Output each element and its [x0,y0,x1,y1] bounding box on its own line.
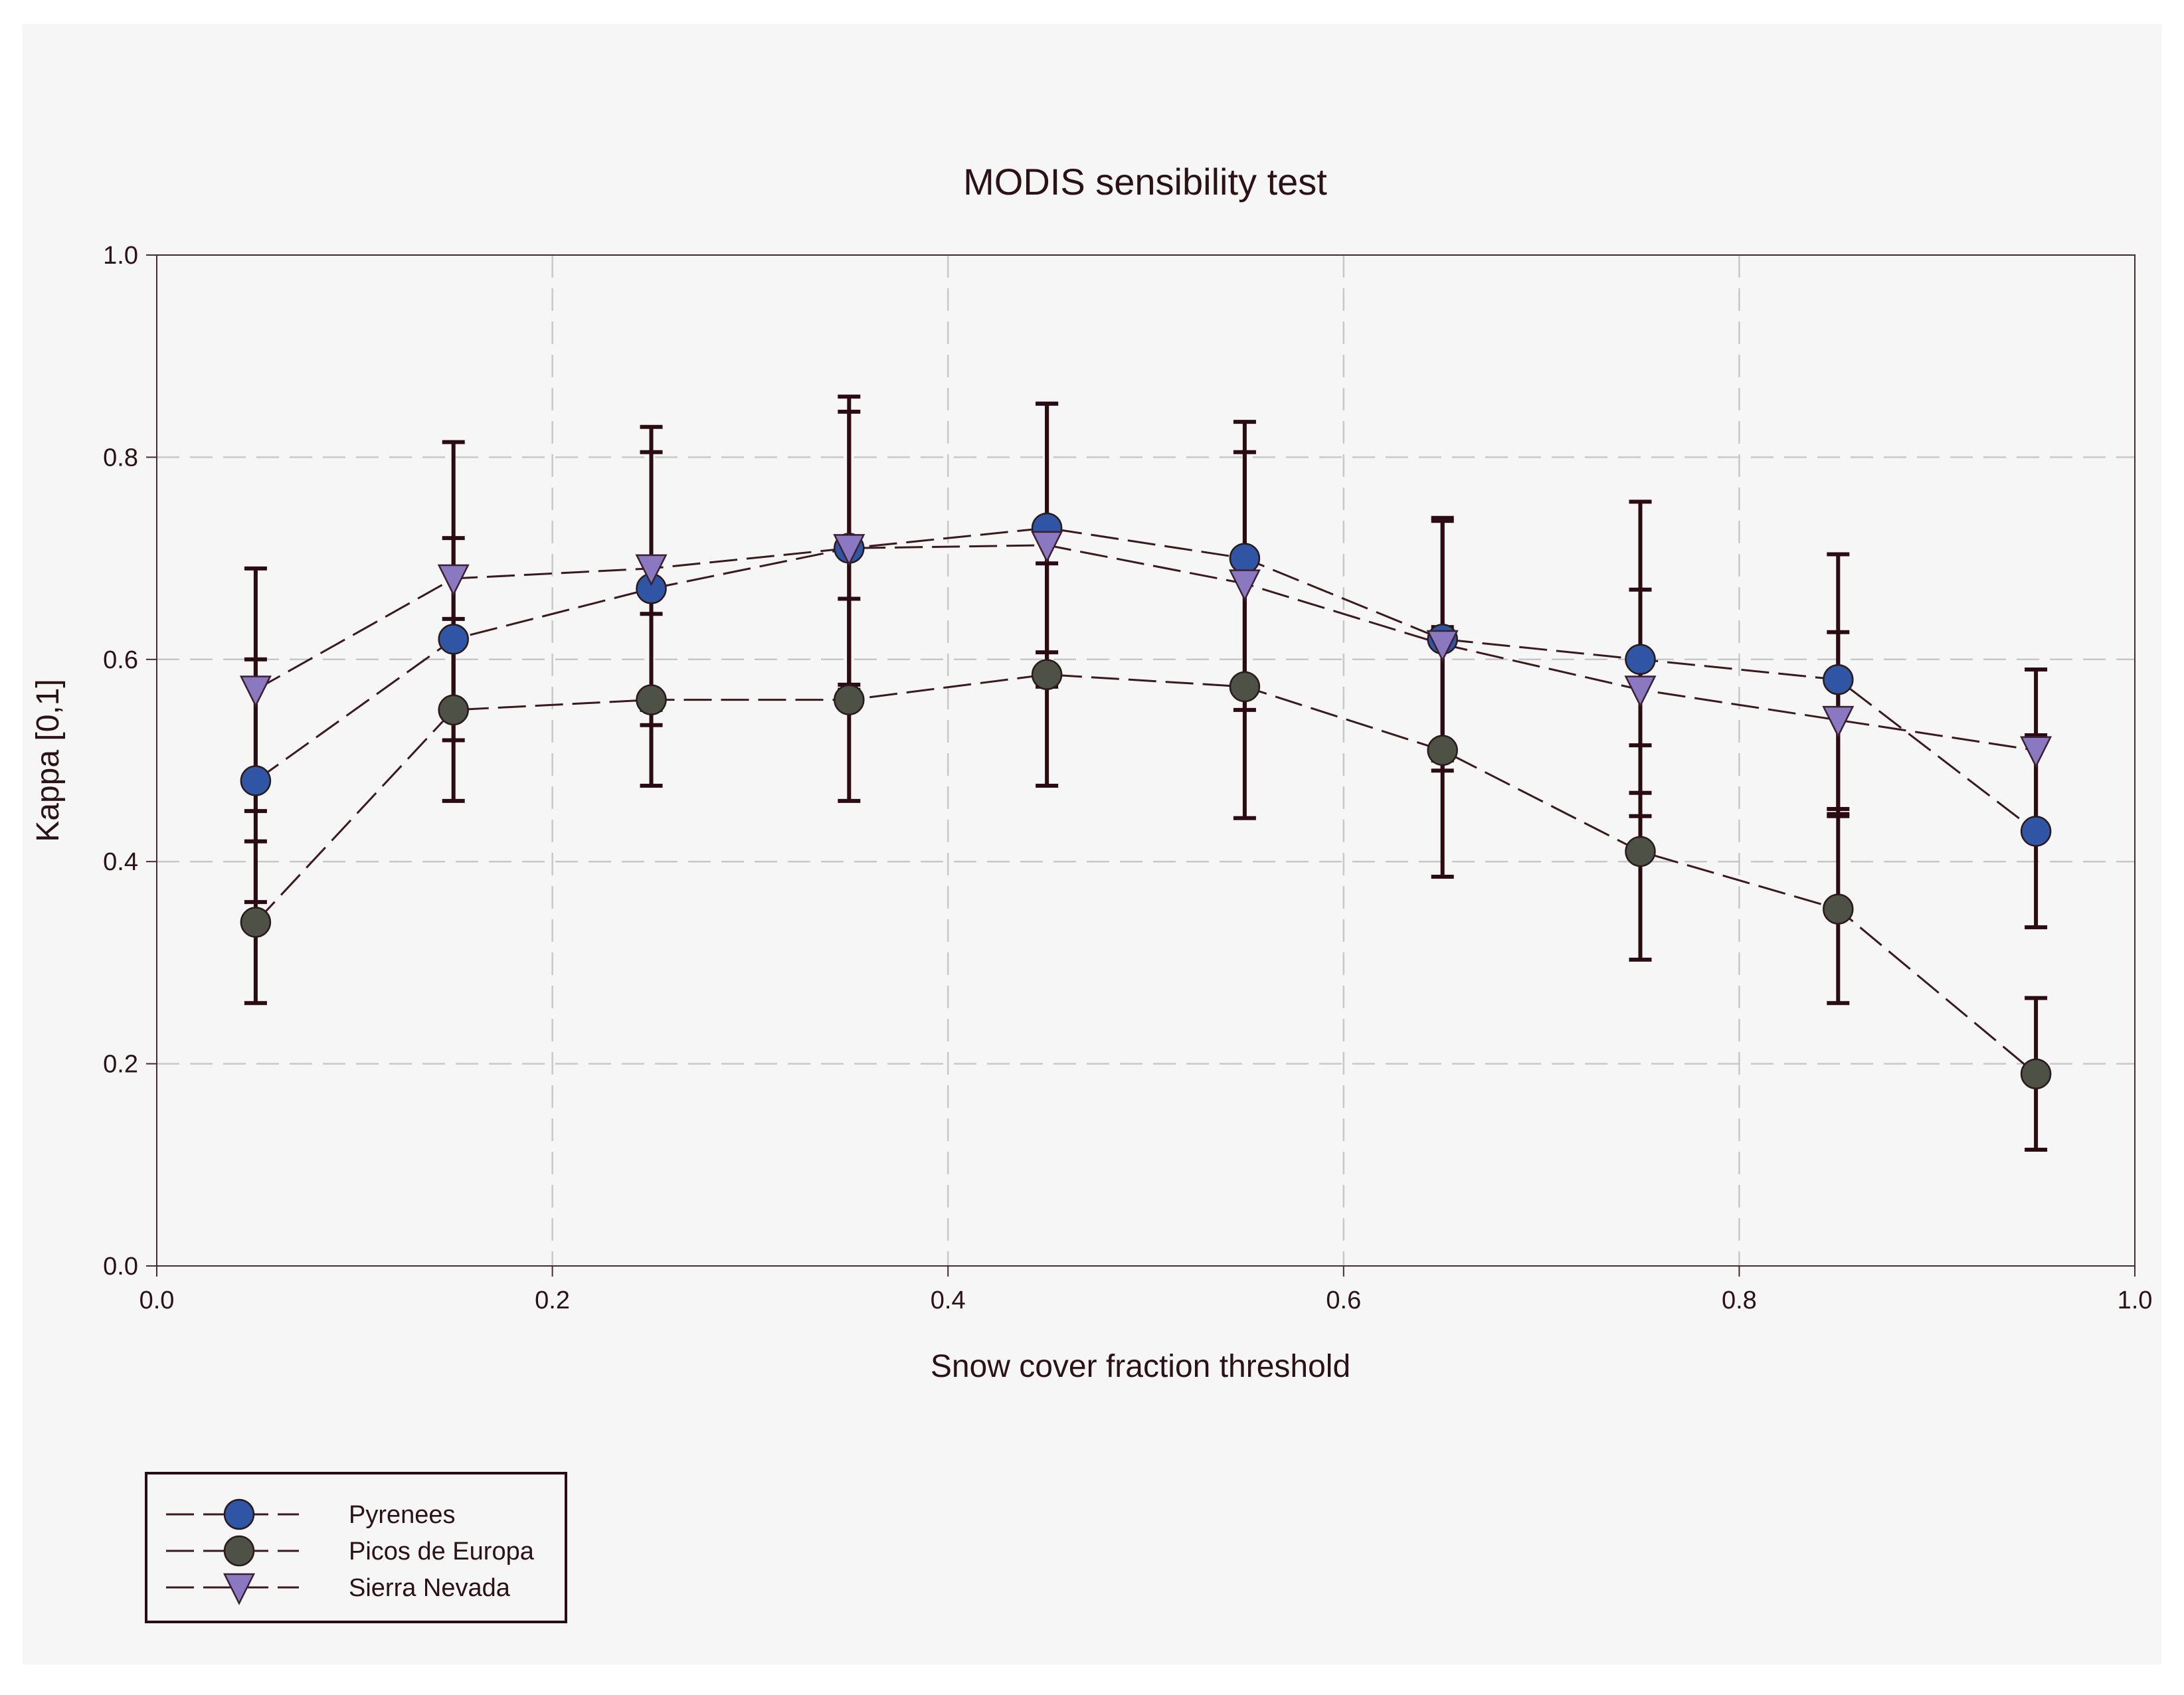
data-point-sierra-nevada [2020,736,2052,768]
legend-marker-pyrenees [223,1498,255,1530]
data-markers [239,512,2052,1090]
data-point-pyrenees [1823,664,1854,695]
x-tick-label: 0.4 [931,1287,966,1314]
legend-label-picos-de-europa: Picos de Europa [349,1538,535,1565]
data-point-sierra-nevada [833,534,865,567]
data-point-picos-de-europa [2020,1058,2052,1090]
data-point-pyrenees [1229,543,1261,574]
series-line-picos-de-europa [254,673,2037,1075]
x-tick-label: 0.8 [1722,1287,1757,1314]
y-tick-label: 0.0 [103,1253,138,1281]
data-point-sierra-nevada [1822,705,1855,738]
series-line-pyrenees [255,527,2037,832]
figure-background [23,24,2161,1664]
legend-marker-picos-de-europa [223,1535,255,1567]
y-axis-label: Kappa [0,1] [31,679,66,842]
y-tick-label: 0.6 [103,646,138,674]
data-point-picos-de-europa [1823,893,1854,925]
y-tick-label: 0.4 [103,848,138,876]
series-line-sierra-nevada [255,544,2037,752]
legend-marker-sierra-nevada [223,1573,256,1605]
x-tick-label: 0.0 [139,1287,175,1314]
plot-frame [156,254,2136,1267]
legend-box [145,1472,567,1623]
series-lines [254,527,2037,1075]
data-point-pyrenees [438,624,469,655]
grid [157,255,2135,1266]
axis-ticks: 0.0 0.2 0.4 0.6 0.8 1.0 0.0 0.2 0.4 0.6 0.8 1.0 [103,242,2152,1314]
legend-label-sierra-nevada: Sierra Nevada [349,1574,511,1602]
data-point-sierra-nevada [1228,569,1261,602]
data-point-picos-de-europa [1229,671,1261,703]
y-tick-label: 0.2 [103,1051,138,1079]
x-tick-label: 0.2 [535,1287,570,1314]
data-point-pyrenees [240,765,272,796]
x-axis-label: Snow cover fraction threshold [931,1349,1350,1384]
data-point-sierra-nevada [1426,630,1459,662]
chart-title: MODIS sensibility test [963,161,1327,203]
data-point-pyrenees [2020,816,2052,847]
data-point-picos-de-europa [834,684,865,715]
data-point-picos-de-europa [438,694,469,726]
data-point-sierra-nevada [437,564,470,596]
data-point-picos-de-europa [1625,836,1656,867]
data-point-picos-de-europa [636,684,667,715]
legend: Pyrenees Picos de Europa Sierra Nevada [145,1472,567,1623]
legend-label-pyrenees: Pyrenees [349,1501,456,1529]
data-point-sierra-nevada [239,675,272,708]
x-tick-label: 1.0 [2118,1287,2153,1314]
data-point-sierra-nevada [635,554,668,586]
data-point-pyrenees [1625,644,1656,675]
data-point-picos-de-europa [240,907,272,938]
data-point-sierra-nevada [1031,531,1063,563]
y-tick-label: 0.8 [103,444,138,472]
data-point-sierra-nevada [1624,675,1657,708]
data-point-picos-de-europa [1031,659,1063,690]
y-tick-label: 1.0 [103,242,138,270]
data-point-picos-de-europa [1427,735,1458,766]
x-tick-label: 0.6 [1326,1287,1361,1314]
error-bars [244,395,2048,1152]
